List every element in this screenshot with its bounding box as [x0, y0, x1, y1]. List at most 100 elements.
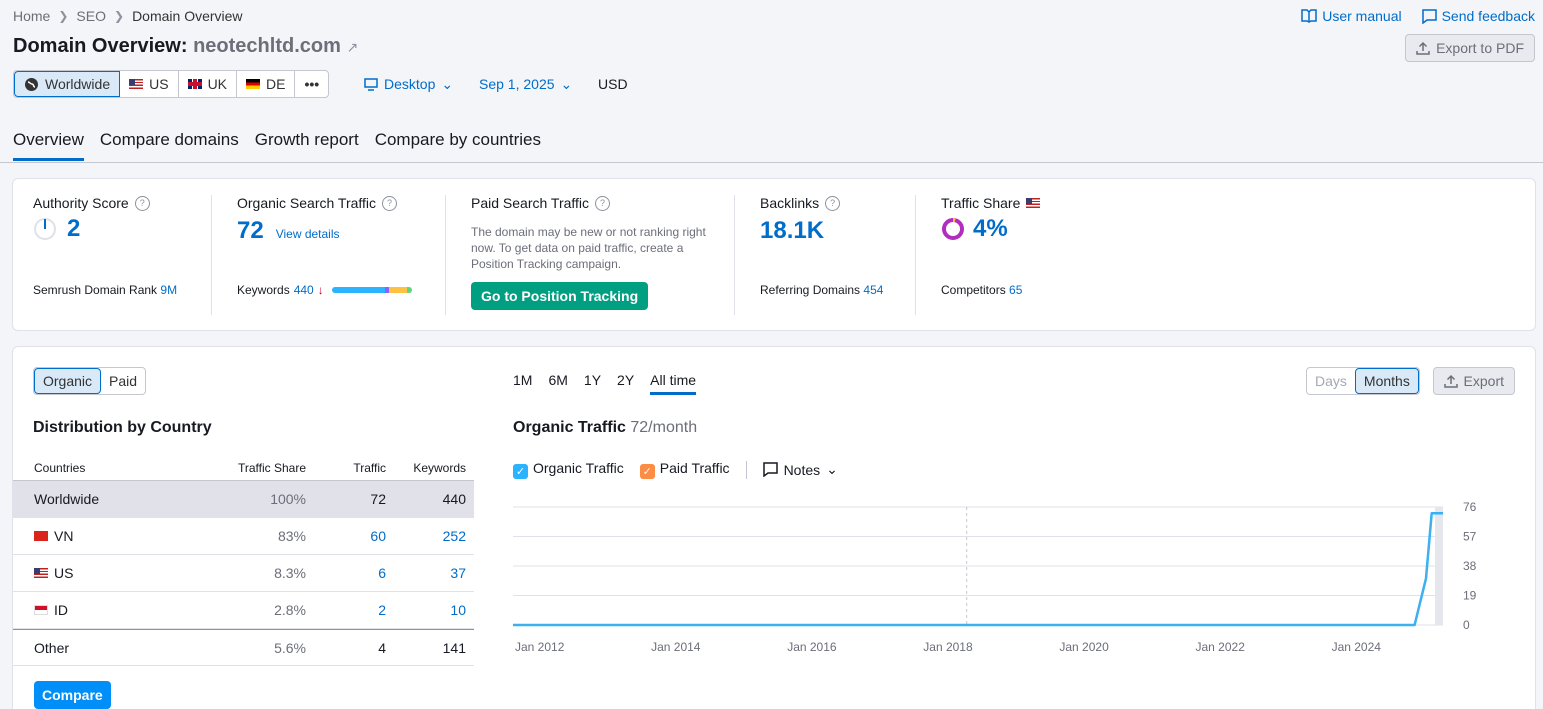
x-tick-label: Jan 2012: [515, 640, 565, 654]
domain-name[interactable]: neotechltd.com: [193, 35, 341, 57]
flag-id-icon: [34, 605, 48, 615]
more-databases-button[interactable]: •••: [295, 71, 328, 97]
view-details-link[interactable]: View details: [275, 227, 340, 241]
backlinks-value[interactable]: 18.1K: [760, 217, 825, 244]
country-name: ID: [54, 602, 68, 618]
traffic-value[interactable]: 2: [378, 602, 386, 618]
keywords-value[interactable]: 252: [442, 528, 466, 544]
keywords-distribution-bar: [331, 287, 412, 293]
legend-organic[interactable]: ✓ Organic Traffic: [513, 460, 624, 479]
breadcrumb-home[interactable]: Home: [13, 8, 51, 24]
paid-toggle[interactable]: Paid: [109, 373, 138, 389]
chevron-down-icon: ⌄: [560, 75, 573, 92]
book-icon: [1301, 9, 1317, 23]
series-line-organic-traffic: [513, 511, 1443, 627]
months-toggle[interactable]: Months: [1354, 368, 1419, 394]
paid-traffic-widget: Paid Search Traffic? The domain may be n…: [471, 195, 711, 315]
table-row[interactable]: Worldwide 100% 72 440: [13, 481, 474, 518]
tab-growth-report[interactable]: Growth report: [254, 130, 359, 149]
organic-traffic-value[interactable]: 72: [237, 217, 264, 244]
tabs: Overview Compare domains Growth report C…: [13, 130, 541, 161]
flag-uk-icon: [187, 79, 202, 89]
compare-button[interactable]: Compare: [34, 681, 111, 709]
info-icon[interactable]: ?: [382, 195, 398, 211]
user-manual-link[interactable]: User manual: [1301, 8, 1402, 24]
country-name: Worldwide: [34, 491, 100, 507]
tab-compare-domains[interactable]: Compare domains: [99, 130, 239, 149]
x-tick-label: Jan 2022: [1195, 640, 1245, 654]
traffic-share-value: 100%: [270, 491, 306, 507]
traffic-value: 72: [370, 491, 386, 507]
legend-paid[interactable]: ✓ Paid Traffic: [639, 460, 730, 479]
info-icon[interactable]: ?: [595, 195, 611, 211]
divider: [211, 195, 212, 315]
db-worldwide[interactable]: Worldwide: [14, 71, 121, 97]
y-tick-label: 19: [1463, 589, 1477, 603]
desktop-icon: [364, 77, 378, 91]
db-uk[interactable]: UK: [179, 71, 238, 97]
go-to-position-tracking-button[interactable]: Go to Position Tracking: [471, 282, 649, 310]
chevron-right-icon: ❯: [58, 9, 69, 23]
backlinks-widget: Backlinks? 18.1K: [760, 195, 841, 315]
chart-legend: ✓ Organic Traffic ✓ Paid Traffic Notes ⌄: [513, 460, 838, 479]
chevron-right-icon: ❯: [114, 9, 125, 23]
flag-us-icon: [129, 79, 144, 89]
keywords-value[interactable]: 37: [450, 565, 466, 581]
more-icon: •••: [304, 76, 320, 92]
trend-down-icon: ↓: [317, 283, 324, 297]
page-title: Domain Overview: neotechltd.com ↗: [13, 35, 359, 57]
date-dropdown[interactable]: Sep 1, 2025 ⌄: [479, 75, 573, 93]
chevron-down-icon: ⌄: [826, 461, 838, 477]
organic-traffic-chart[interactable]: 0 19 38 57 76 Jan 2012 Jan 2014 Jan 2016 Jan 201…: [513, 495, 1493, 655]
period-1y[interactable]: 1Y: [583, 372, 602, 388]
tab-compare-by-countries[interactable]: Compare by countries: [374, 130, 542, 149]
table-header: Countries Traffic Share Traffic Keywords: [13, 455, 474, 481]
period-all-time[interactable]: All time: [650, 372, 697, 395]
tab-overview[interactable]: Overview: [13, 130, 84, 161]
db-us[interactable]: US: [120, 71, 179, 97]
flag-us-icon: [1026, 198, 1041, 208]
days-toggle[interactable]: Days: [1315, 373, 1347, 389]
granularity-toggle: Days Months: [1306, 367, 1420, 395]
table-row[interactable]: VN 83% 60 252: [13, 518, 474, 555]
keywords-value[interactable]: 10: [450, 602, 466, 618]
organic-toggle[interactable]: Organic: [34, 368, 102, 394]
series-line-organic-traffic-shadow: [513, 512, 1443, 626]
x-tick-label: Jan 2024: [1332, 640, 1382, 654]
top-links: User manual Send feedback: [1301, 8, 1535, 24]
notes-icon: [762, 462, 778, 477]
traffic-share-value: 8.3%: [274, 565, 306, 581]
feedback-icon: [1421, 8, 1437, 24]
referring-domains: Referring Domains 454: [760, 283, 884, 297]
period-6m[interactable]: 6M: [548, 372, 568, 388]
y-tick-label: 0: [1463, 618, 1470, 632]
traffic-share-value[interactable]: 4%: [973, 215, 1008, 242]
flag-vn-icon: [34, 531, 48, 541]
export-pdf-button[interactable]: Export to PDF: [1405, 34, 1535, 62]
info-icon[interactable]: ?: [825, 195, 841, 211]
domain-rank: Semrush Domain Rank 9M: [33, 283, 178, 297]
table-row[interactable]: Other 5.6% 4 141: [13, 629, 474, 666]
traffic-share-value: 5.6%: [274, 639, 306, 656]
period-1m[interactable]: 1M: [513, 372, 533, 388]
traffic-value[interactable]: 60: [370, 528, 386, 544]
table-row[interactable]: ID 2.8% 2 10: [13, 592, 474, 629]
device-dropdown[interactable]: Desktop ⌄: [364, 70, 453, 98]
notes-dropdown[interactable]: Notes ⌄: [762, 461, 838, 478]
keywords-value: 440: [442, 491, 466, 507]
period-2y[interactable]: 2Y: [617, 372, 635, 388]
breadcrumb-seo[interactable]: SEO: [76, 8, 106, 24]
divider: [445, 195, 446, 315]
distribution-title: Distribution by Country: [33, 419, 212, 436]
competitors-count: Competitors 65: [941, 283, 1023, 297]
traffic-value[interactable]: 6: [378, 565, 386, 581]
export-button[interactable]: Export: [1432, 367, 1515, 395]
table-row[interactable]: US 8.3% 6 37: [13, 555, 474, 592]
authority-score-value[interactable]: 2: [67, 215, 81, 242]
globe-icon: [25, 77, 38, 91]
external-link-icon[interactable]: ↗: [346, 39, 359, 55]
divider: [745, 460, 747, 479]
info-icon[interactable]: ?: [134, 195, 150, 211]
db-de[interactable]: DE: [237, 71, 296, 97]
send-feedback-link[interactable]: Send feedback: [1421, 8, 1535, 24]
